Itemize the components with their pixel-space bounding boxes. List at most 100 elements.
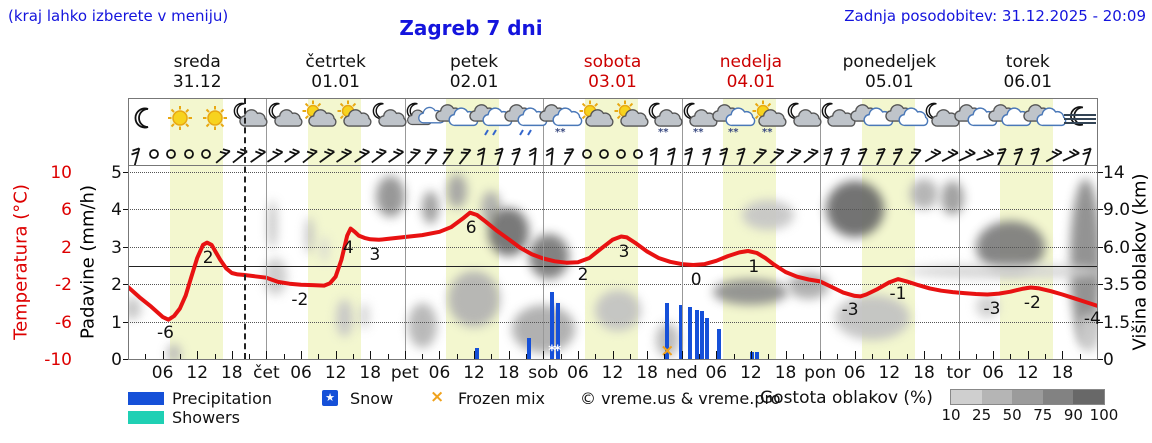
axis-tick <box>1098 209 1103 211</box>
x-axis-tick <box>474 351 476 359</box>
cloud-density-blob <box>359 302 370 330</box>
x-day-abbrev-label: tor <box>946 363 971 383</box>
day-boundary-line <box>543 98 545 359</box>
x-axis-tick <box>456 354 458 359</box>
x-axis-tick <box>1045 354 1047 359</box>
cloud-density-blob <box>446 173 467 208</box>
cloud-tick-label: 0 <box>1103 350 1114 370</box>
axis-tick <box>1098 321 1103 323</box>
x-axis-tick <box>577 351 579 359</box>
axis-tick <box>123 321 128 323</box>
x-axis-tick <box>162 351 164 359</box>
x-hour-label: 12 <box>324 363 347 383</box>
cloud-density-blob <box>263 258 287 296</box>
wind-barb-icon <box>904 142 926 166</box>
copyright-link[interactable]: © vreme.us & vreme.pro <box>580 389 781 408</box>
day-name-sobota: sobota <box>583 52 642 72</box>
x-axis-tick <box>197 351 199 359</box>
wind-barb-icon <box>403 142 425 166</box>
x-hour-label: 18 <box>913 363 935 383</box>
x-axis-tick <box>612 351 614 359</box>
x-hour-label: 06 <box>567 363 589 383</box>
x-hour-label: 18 <box>220 363 243 383</box>
plot-box-border <box>128 98 1097 99</box>
x-day-abbrev-label: pon <box>804 363 837 383</box>
weather-icon-moon-cloud-snow: ** <box>679 101 719 141</box>
x-axis-tick <box>923 351 925 359</box>
day-date-torek: 06.01 <box>1003 72 1053 92</box>
wind-barb-icon <box>679 142 701 166</box>
day-boundary-line <box>958 98 960 359</box>
wind-calm-icon <box>160 142 182 166</box>
wind-barb-icon <box>1008 142 1030 166</box>
x-axis-tick <box>664 354 666 359</box>
precip-tick-label: 5 <box>111 163 122 183</box>
x-axis-tick <box>785 351 787 359</box>
cloud-density-scale-value: 50 <box>1002 406 1022 424</box>
x-axis-tick <box>352 354 354 359</box>
weather-icon-sun-cloud <box>575 100 615 141</box>
x-axis-tick <box>699 354 701 359</box>
x-hour-label: 06 <box>290 363 312 383</box>
precipitation-bar <box>754 352 759 359</box>
cloud-density-scale-value: 75 <box>1033 406 1053 424</box>
temperature-value-label: 1 <box>748 257 760 278</box>
cloud-density-blob <box>267 200 277 249</box>
h-gridline <box>128 209 1097 211</box>
weather-icon-cloud-cloud <box>954 101 998 141</box>
wind-barb-icon <box>247 142 269 166</box>
wind-calm-icon <box>610 142 632 166</box>
last-update-text: Zadnja posodobitev: 31.12.2025 - 20:09 <box>844 7 1146 25</box>
showers-swatch <box>128 411 164 424</box>
wind-calm-icon <box>593 142 615 166</box>
temperature-line <box>128 210 1097 322</box>
x-axis-tick <box>422 354 424 359</box>
axis-tick <box>123 246 128 248</box>
wind-barb-icon <box>1043 142 1065 166</box>
precipitation-bar <box>750 351 755 359</box>
temperature-value-label: -6 <box>157 323 174 344</box>
wind-barb-icon <box>351 142 373 166</box>
frozen-mix-legend-label: Frozen mix <box>458 389 546 408</box>
cloud-density-scale-label: Gostota oblakov (%) <box>760 388 933 408</box>
menu-hint-text: (kraj lahko izberete v meniju) <box>8 7 229 25</box>
precipitation-legend-label: Precipitation <box>172 389 273 408</box>
wind-barb-icon <box>558 142 580 166</box>
wind-barb-icon <box>645 142 667 167</box>
weather-icon-cloud-cloud-snow: ** <box>538 101 582 141</box>
x-axis-tick <box>491 354 493 359</box>
day-date-sobota: 03.01 <box>588 72 637 92</box>
precip-tick-label: 0 <box>111 350 122 370</box>
x-hour-label: 18 <box>497 363 520 383</box>
wind-barb-icon <box>887 142 909 166</box>
weather-icon-sun-cloud <box>333 100 373 141</box>
precipitation-bar <box>688 306 693 359</box>
wind-barb-icon <box>662 142 684 166</box>
x-hour-label: 12 <box>740 363 762 383</box>
day-name-četrtek: četrtek <box>305 52 366 72</box>
x-axis-tick <box>266 351 268 359</box>
temperature-value-label: -3 <box>841 299 859 320</box>
daylight-band <box>169 98 223 359</box>
wind-barb-icon <box>489 142 511 166</box>
weather-icon-moon-cloud <box>921 101 961 141</box>
wind-barb-icon <box>454 142 476 166</box>
precip-tick-label: 2 <box>111 275 122 296</box>
temperature-value-label: -3 <box>983 299 1001 320</box>
wind-barb-icon <box>524 142 546 167</box>
svg-text:**: ** <box>555 127 566 138</box>
cloud-density-scale-value: 25 <box>972 406 992 424</box>
x-axis-tick <box>750 351 752 359</box>
temperature-value-label: 3 <box>369 244 381 265</box>
plot-box-border <box>128 165 1097 166</box>
temperature-value-label: 2 <box>577 265 589 286</box>
weather-icon-moon-cloud-snow: ** <box>644 101 684 141</box>
temp-tick-label: 2 <box>61 237 72 258</box>
svg-text:**: ** <box>728 127 739 138</box>
cloud-density-blob <box>906 263 1097 279</box>
x-axis-tick <box>1062 351 1064 359</box>
x-axis-tick <box>647 351 649 359</box>
wind-barb-icon <box>731 142 753 166</box>
temperature-value-label: -2 <box>291 289 309 310</box>
temp-tick-label: -10 <box>44 350 72 370</box>
